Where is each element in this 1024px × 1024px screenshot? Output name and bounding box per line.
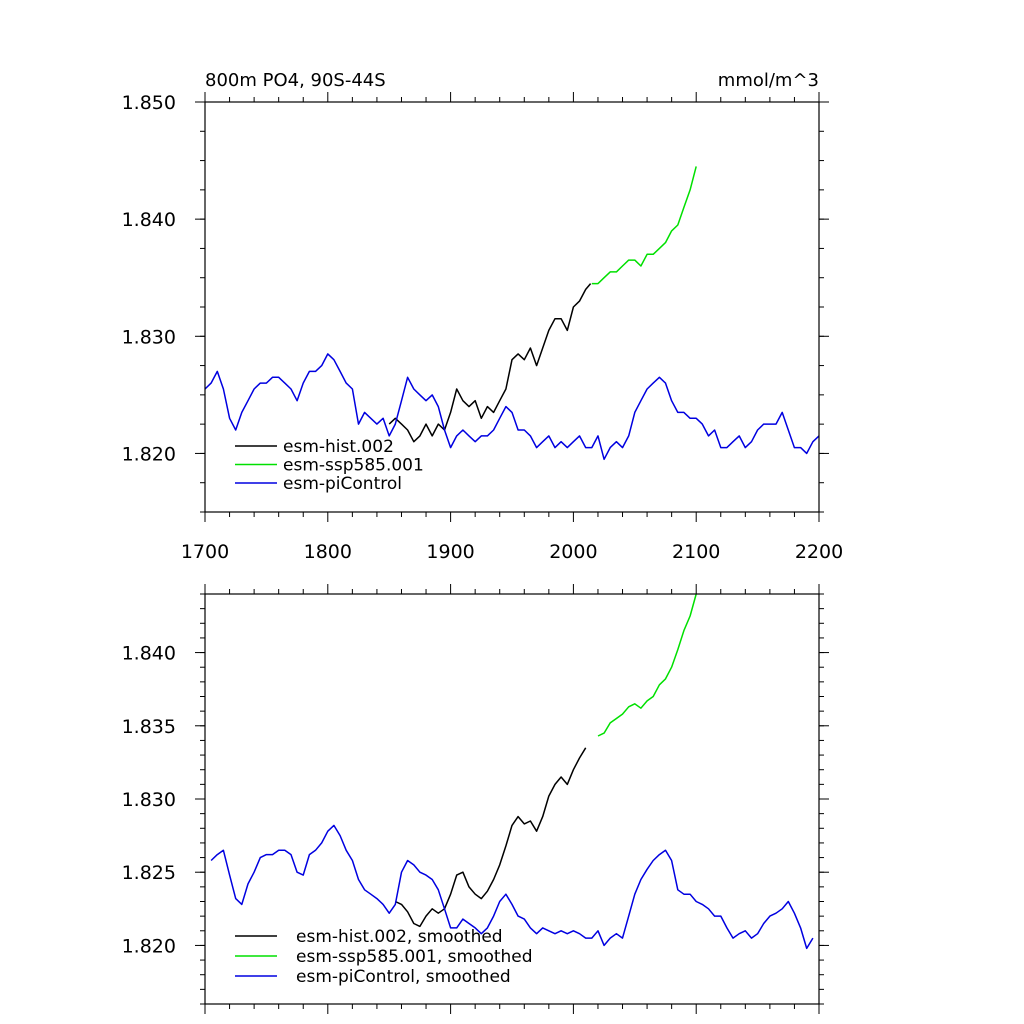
x-tick-label: 1800 [304,541,352,563]
x-tick-label: 2100 [672,541,720,563]
y-tick-label: 1.850 [122,92,176,114]
series-line-2 [204,353,820,461]
legend-label: esm-ssp585.001 [283,456,424,476]
y-tick-label: 1.830 [122,326,176,348]
y-tick-label: 1.840 [122,643,176,665]
y-tick-label: 1.820 [122,935,176,957]
bottom-panel: 1.820 1.825 1.830 1.835 1.840 esm-hist.002, … [122,584,829,1014]
series-line-0 [388,283,592,443]
x-tick-label: 2000 [549,541,597,563]
y-tick-label: 1.830 [122,789,176,811]
legend-label: esm-hist.002, smoothed [296,927,503,947]
legend-label: esm-hist.002 [283,437,394,457]
chart-units: mmol/m^3 [718,70,819,91]
series-line-1 [597,593,697,737]
series-line-2 [210,824,814,950]
legend-label: esm-ssp585.001, smoothed [296,947,533,967]
legend-label: esm-piControl, smoothed [296,967,511,987]
y-tick-label: 1.825 [122,862,176,884]
plot-frame [204,101,820,513]
y-tick-label: 1.840 [122,209,176,231]
plot-frame [204,593,820,1005]
series-line-1 [591,166,697,285]
legend-label: esm-piControl [283,474,402,494]
x-tick-label: 1900 [426,541,474,563]
top-panel: 800m PO4, 90S-44S mmol/m^3 1.820 1.830 1.8… [122,70,844,563]
x-tick-label: 2200 [795,541,843,563]
x-tick-label: 1700 [181,541,229,563]
series-line-0 [394,747,587,928]
chart-title: 800m PO4, 90S-44S [205,70,386,91]
y-tick-label: 1.820 [122,443,176,465]
y-tick-label: 1.835 [122,716,176,738]
